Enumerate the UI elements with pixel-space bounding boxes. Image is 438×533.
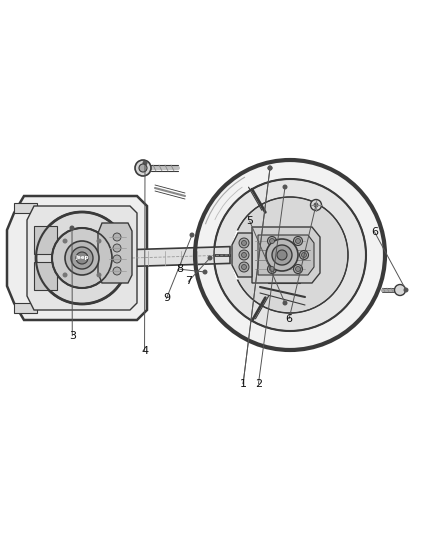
Circle shape	[403, 287, 409, 293]
Circle shape	[293, 264, 303, 273]
Circle shape	[36, 212, 128, 304]
Circle shape	[296, 266, 300, 271]
Text: 6: 6	[371, 227, 378, 237]
Circle shape	[113, 255, 121, 263]
Circle shape	[293, 237, 303, 246]
Circle shape	[202, 270, 208, 274]
Polygon shape	[14, 303, 37, 313]
Polygon shape	[232, 233, 252, 277]
Circle shape	[142, 160, 148, 166]
Circle shape	[63, 272, 67, 278]
Circle shape	[239, 250, 249, 260]
Circle shape	[395, 285, 406, 295]
Polygon shape	[98, 223, 132, 283]
Circle shape	[139, 164, 147, 172]
Circle shape	[239, 262, 249, 272]
Circle shape	[277, 250, 287, 260]
Circle shape	[239, 238, 249, 248]
Circle shape	[113, 267, 121, 275]
Polygon shape	[34, 226, 57, 254]
Circle shape	[52, 228, 112, 288]
Circle shape	[283, 184, 287, 190]
Polygon shape	[7, 196, 147, 320]
Polygon shape	[14, 203, 37, 213]
Circle shape	[71, 247, 93, 269]
Text: Jeep: Jeep	[75, 255, 89, 261]
Text: 4: 4	[141, 346, 148, 356]
Polygon shape	[132, 247, 230, 266]
Circle shape	[241, 253, 247, 257]
Circle shape	[214, 179, 366, 331]
Circle shape	[272, 245, 292, 265]
Text: 7: 7	[185, 277, 192, 286]
Polygon shape	[34, 262, 57, 290]
Circle shape	[96, 272, 102, 278]
Circle shape	[63, 239, 67, 244]
Circle shape	[241, 240, 247, 246]
Text: 9: 9	[163, 294, 170, 303]
Circle shape	[283, 301, 287, 305]
Text: 3: 3	[69, 331, 76, 341]
Circle shape	[135, 160, 151, 176]
Circle shape	[269, 266, 275, 271]
Circle shape	[96, 239, 102, 244]
Circle shape	[268, 264, 276, 273]
Circle shape	[301, 253, 307, 257]
Circle shape	[266, 239, 298, 271]
Circle shape	[208, 255, 212, 261]
Circle shape	[268, 166, 272, 171]
Circle shape	[300, 251, 308, 260]
Circle shape	[241, 264, 247, 270]
Circle shape	[311, 199, 321, 211]
Circle shape	[113, 244, 121, 252]
Polygon shape	[27, 206, 137, 310]
Circle shape	[268, 166, 272, 171]
Text: 5: 5	[246, 216, 253, 226]
Text: 1: 1	[240, 379, 247, 389]
Circle shape	[113, 233, 121, 241]
Polygon shape	[252, 227, 320, 283]
Circle shape	[190, 232, 194, 238]
Circle shape	[232, 197, 348, 313]
Circle shape	[296, 238, 300, 244]
Text: 8: 8	[176, 264, 183, 274]
Text: 6: 6	[286, 314, 293, 324]
Circle shape	[314, 203, 318, 207]
Text: 2: 2	[255, 379, 262, 389]
Polygon shape	[258, 235, 314, 275]
Circle shape	[65, 241, 99, 275]
Circle shape	[269, 238, 275, 244]
Circle shape	[195, 160, 385, 350]
Circle shape	[70, 225, 74, 230]
Circle shape	[76, 252, 88, 264]
Circle shape	[268, 237, 276, 246]
